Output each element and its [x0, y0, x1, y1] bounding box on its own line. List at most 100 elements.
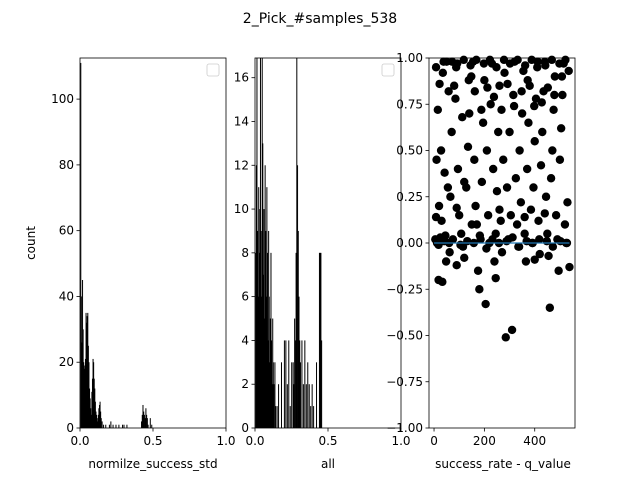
xtick-label-std: 1.0	[216, 434, 235, 448]
histogram-bar	[278, 384, 280, 428]
scatter-point	[481, 299, 490, 309]
xtick-label-std: 0.5	[143, 434, 162, 448]
histogram-bar	[307, 362, 309, 428]
scatter-point	[520, 212, 529, 222]
scatter-point	[549, 105, 558, 115]
ytick-label-all: 6	[241, 290, 249, 304]
scatter-point	[505, 59, 515, 68]
figure-title: 2_Pick_#samples_538	[243, 11, 397, 27]
histogram-bar	[265, 296, 267, 428]
scatter-point	[538, 127, 547, 137]
scatter-point	[465, 109, 474, 118]
histogram-bar	[93, 362, 95, 428]
scatter-point	[458, 113, 467, 122]
scatter-point	[471, 201, 480, 211]
histogram-bar	[272, 318, 274, 428]
ytick-label-scatter: −1.00	[386, 421, 423, 435]
histogram-bar	[291, 362, 293, 428]
scatter-point	[496, 216, 505, 225]
scatter-point	[488, 235, 497, 244]
scatter-point	[530, 101, 539, 111]
scatter-point	[436, 146, 446, 155]
xtick-label-scatter: 400	[523, 434, 546, 448]
ytick-label-scatter: −0.75	[386, 375, 423, 389]
histogram-bar	[265, 230, 267, 428]
scatter-point	[480, 76, 489, 85]
histogram-bar	[296, 58, 298, 428]
histogram-bar	[99, 401, 101, 428]
histogram-bar	[97, 421, 99, 428]
histogram-bar	[270, 252, 272, 428]
histogram-bar	[259, 58, 261, 428]
scatter-point	[453, 164, 463, 174]
histogram-bar	[310, 406, 312, 428]
histogram-bar	[255, 252, 257, 428]
axes-scatter: 0 200 400 −1.00 −0.75 −0.50 −0.25 0.00 0.25 0.50 0…	[386, 51, 546, 448]
histogram-bar	[257, 296, 259, 428]
scatter-point	[521, 257, 531, 266]
histogram-bar	[91, 378, 93, 428]
scatter-point	[483, 83, 492, 92]
scatter-point	[526, 205, 536, 214]
scatter-point	[537, 98, 546, 107]
histogram-bar	[147, 424, 149, 428]
histogram-bar	[90, 414, 92, 428]
scatter-point	[547, 55, 557, 65]
scatter-point	[529, 183, 538, 192]
histogram-bar	[87, 312, 89, 428]
scatter-point	[495, 81, 504, 90]
histogram-bar	[266, 187, 268, 428]
histogram-bar	[89, 388, 91, 428]
scatter-point	[445, 248, 454, 257]
scatter-point	[473, 266, 483, 275]
xlabel-scatter: success_rate - q_value	[435, 457, 571, 471]
scatter-point	[502, 183, 512, 192]
histogram-bar	[82, 329, 84, 428]
ytick-label-scatter: 0.25	[396, 190, 423, 204]
histogram-bar	[123, 424, 125, 428]
histogram-bar	[269, 318, 271, 428]
histogram-bar	[146, 418, 148, 428]
scatter-point	[551, 211, 561, 220]
histogram-bar	[266, 252, 268, 428]
scatter-point	[544, 251, 553, 261]
scatter-point	[520, 229, 529, 238]
histogram-bar	[89, 398, 91, 428]
histogram-bar	[142, 404, 144, 428]
scatter-point	[509, 101, 519, 111]
scatter-point	[506, 211, 516, 220]
histogram-bar	[299, 362, 301, 428]
scatter-point	[530, 137, 539, 146]
xtick-label-scatter: 0	[430, 434, 438, 448]
axes-std: 0.0 0.5 1.0 0 20 40 60 80 100	[51, 92, 235, 448]
ytick-label-scatter: 0.75	[396, 97, 423, 111]
histogram-bar	[93, 378, 95, 428]
scatter-point	[550, 90, 559, 100]
histogram-all-bars	[255, 58, 323, 428]
histogram-panel-std: 0.0 0.5 1.0 0 20 40 60 80 100 count normilze_suc…	[24, 57, 236, 471]
histogram-bar	[143, 414, 145, 428]
scatter-point	[452, 203, 461, 213]
ytick-label-scatter: −0.50	[386, 329, 423, 343]
histogram-bar	[255, 165, 257, 428]
scatter-point	[509, 90, 518, 100]
histogram-bar	[98, 408, 100, 428]
ytick-label-all: 14	[234, 114, 249, 128]
histogram-bar	[257, 230, 259, 428]
scatter-point	[546, 174, 556, 183]
xlabel-std: normilze_success_std	[88, 457, 217, 471]
scatter-point	[488, 164, 498, 174]
scatter-point	[548, 146, 557, 155]
scatter-point	[517, 109, 527, 118]
histogram-bar	[321, 340, 323, 428]
histogram-bar	[274, 362, 276, 428]
histogram-bar	[271, 340, 273, 428]
histogram-bar	[105, 424, 107, 428]
histogram-bar	[267, 340, 269, 428]
histogram-bar	[141, 414, 143, 428]
scatter-point	[530, 255, 539, 264]
histogram-bar	[122, 424, 124, 428]
histogram-bar	[268, 296, 270, 428]
scatter-point	[463, 142, 473, 151]
histogram-bar	[273, 384, 275, 428]
